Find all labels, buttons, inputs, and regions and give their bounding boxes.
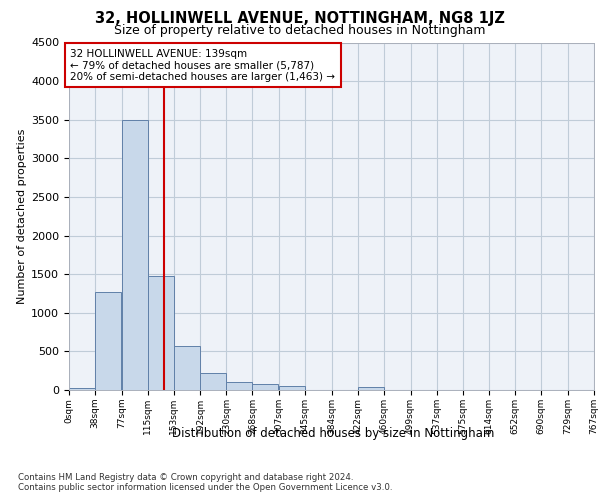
Text: Contains public sector information licensed under the Open Government Licence v3: Contains public sector information licen… [18, 484, 392, 492]
Bar [69, 388, 95, 390]
Bar [358, 387, 384, 390]
Bar [226, 382, 253, 390]
Text: Distribution of detached houses by size in Nottingham: Distribution of detached houses by size … [172, 428, 494, 440]
Bar [279, 386, 305, 390]
Y-axis label: Number of detached properties: Number of detached properties [17, 128, 27, 304]
Bar [253, 384, 278, 390]
Bar [95, 292, 121, 390]
Bar [122, 120, 148, 390]
Text: Contains HM Land Registry data © Crown copyright and database right 2024.: Contains HM Land Registry data © Crown c… [18, 472, 353, 482]
Bar [148, 276, 174, 390]
Bar [174, 346, 200, 390]
Text: Size of property relative to detached houses in Nottingham: Size of property relative to detached ho… [114, 24, 486, 37]
Text: 32, HOLLINWELL AVENUE, NOTTINGHAM, NG8 1JZ: 32, HOLLINWELL AVENUE, NOTTINGHAM, NG8 1… [95, 11, 505, 26]
Bar [200, 373, 226, 390]
Text: 32 HOLLINWELL AVENUE: 139sqm
← 79% of detached houses are smaller (5,787)
20% of: 32 HOLLINWELL AVENUE: 139sqm ← 79% of de… [70, 48, 335, 82]
